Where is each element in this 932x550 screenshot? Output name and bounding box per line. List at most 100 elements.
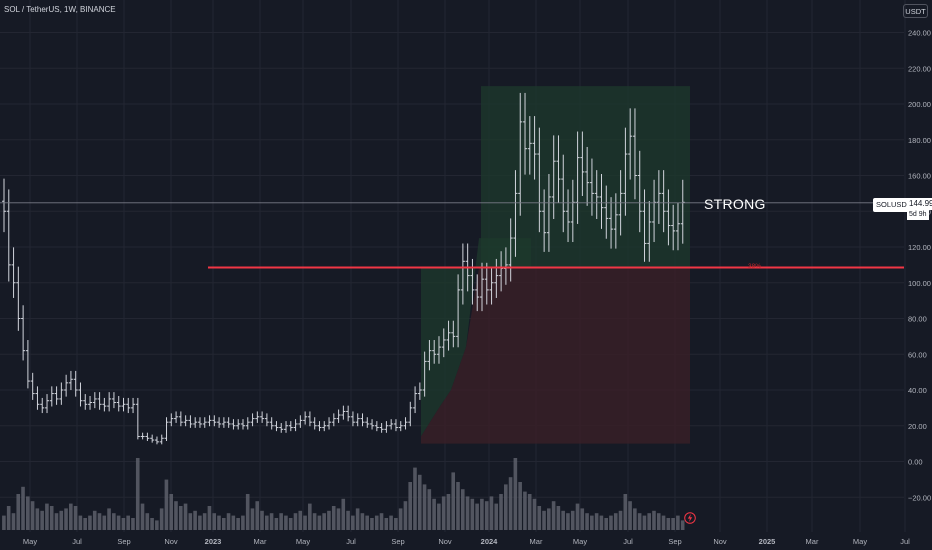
volume-bar <box>303 515 307 530</box>
volume-bar <box>566 513 570 530</box>
volume-bar <box>671 518 675 530</box>
volume-bar <box>666 518 671 530</box>
price-axis-label: 220.00 <box>908 64 931 73</box>
volume-bar <box>398 508 403 530</box>
volume-bar <box>652 510 656 530</box>
currency-badge[interactable]: USDT <box>903 4 928 18</box>
volume-bar <box>609 515 613 530</box>
volume-bar <box>145 513 150 530</box>
time-axis-label: 2025 <box>759 537 776 546</box>
volume-bar <box>480 498 484 530</box>
volume-bar <box>633 508 637 530</box>
volume-bar <box>274 518 279 530</box>
volume-bar <box>389 515 393 530</box>
volume-bar <box>408 482 412 530</box>
volume-bar <box>384 518 389 530</box>
volume-bar <box>504 484 508 530</box>
volume-bar <box>250 508 255 530</box>
volume-bar <box>217 515 221 530</box>
strong-annotation[interactable]: STRONG <box>704 196 766 212</box>
volume-bar <box>155 520 159 530</box>
time-axis-label: May <box>853 537 867 546</box>
symbol-price-tag: SOLUSDT <box>873 198 915 212</box>
volume-bar <box>174 501 178 530</box>
volume-bar <box>580 508 585 530</box>
volume-bar <box>54 513 59 530</box>
volume-bar <box>78 515 83 530</box>
volume-bar <box>527 494 532 530</box>
volume-bar <box>680 520 685 530</box>
volume-bar <box>193 510 197 530</box>
time-axis-label: May <box>573 537 587 546</box>
price-axis-label: 160.00 <box>908 172 931 181</box>
volume-bar <box>116 515 121 530</box>
last-price-label: 144.99 <box>907 198 932 210</box>
volume-bar <box>437 503 441 530</box>
volume-bar <box>45 503 49 530</box>
time-axis-label: 2024 <box>481 537 499 546</box>
time-axis-label: Jul <box>72 537 82 546</box>
volume-bar <box>575 503 580 530</box>
volume-bar <box>623 494 628 530</box>
volume-bar <box>121 518 126 530</box>
volume-bar <box>446 494 451 530</box>
volume-bar <box>202 513 207 530</box>
volume-bar <box>561 510 565 530</box>
volume-bar <box>379 513 384 530</box>
volume-bar <box>245 494 250 530</box>
volume-bar <box>6 506 11 530</box>
volume-bar <box>394 518 398 530</box>
volume-bar <box>308 503 312 530</box>
volume-bar <box>341 498 346 530</box>
volume-bar <box>417 474 422 530</box>
volume-bar <box>451 472 456 530</box>
time-axis[interactable]: May Jul Sep Nov 2023 Mar May Jul Sep Nov 2024 Mar Ma… <box>23 537 910 546</box>
volume-bar <box>351 515 355 530</box>
volume-bar <box>159 508 164 530</box>
volume-bar <box>613 513 618 530</box>
volume-bar <box>188 513 193 530</box>
volume-bar <box>298 510 303 530</box>
price-axis-label: 20.00 <box>908 422 927 431</box>
volume-bar <box>169 494 173 530</box>
volume-bar <box>513 458 518 530</box>
volume-bar <box>422 484 427 530</box>
volume-bar <box>164 479 169 530</box>
volume-bar <box>556 506 561 530</box>
volume-bar <box>460 489 465 530</box>
price-axis-label: 40.00 <box>908 386 927 395</box>
volume-bar <box>150 518 154 530</box>
symbol-title[interactable]: SOL / TetherUS, 1W, BINANCE <box>4 5 116 14</box>
price-axis-label: 240.00 <box>908 29 931 38</box>
volume-bar <box>35 508 40 530</box>
volume-bar <box>489 496 494 530</box>
reference-lines <box>0 202 904 269</box>
volume-bar <box>647 513 651 530</box>
volume-bar <box>628 501 632 530</box>
bar-countdown-label: 5d 9h <box>907 210 929 220</box>
time-axis-label: Sep <box>668 537 681 546</box>
volume-bar <box>207 506 212 530</box>
volume-bar <box>499 494 503 530</box>
volume-bar <box>59 510 64 530</box>
volume-bar <box>269 513 274 530</box>
volume-bar <box>317 515 322 530</box>
volume-bar <box>336 508 341 530</box>
volume-bar <box>637 513 642 530</box>
volume-bar <box>21 486 25 530</box>
time-axis-label: Nov <box>713 537 727 546</box>
volume-bar <box>40 510 44 530</box>
volume-bar <box>523 491 527 530</box>
volume-bar <box>30 501 35 530</box>
volume-bar <box>102 515 107 530</box>
volume-bar <box>370 518 374 530</box>
volume-bar <box>198 515 202 530</box>
volume-bar <box>413 467 417 530</box>
volume-bar <box>570 510 575 530</box>
volume-bar <box>494 503 499 530</box>
volume-bar <box>465 496 470 530</box>
volume-bar <box>221 518 226 530</box>
price-axis-label: 100.00 <box>908 279 931 288</box>
lightning-flash-icon[interactable] <box>684 512 696 524</box>
